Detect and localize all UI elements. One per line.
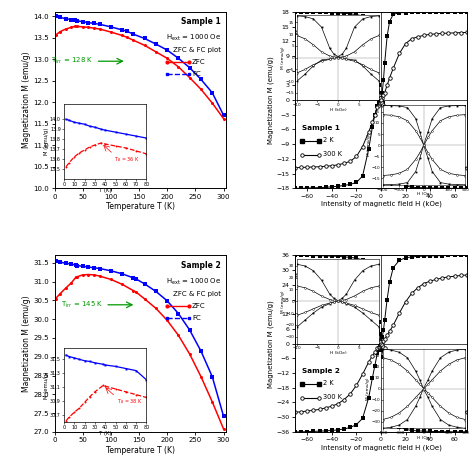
X-axis label: Intensity of magnetic field H (kOe): Intensity of magnetic field H (kOe)	[320, 445, 441, 451]
Y-axis label: Magnetization M (emu/g): Magnetization M (emu/g)	[22, 295, 31, 392]
Text: H$_{\mathrm{ext}}$ = 1000 Oe: H$_{\mathrm{ext}}$ = 1000 Oe	[166, 33, 221, 43]
Text: 300 K: 300 K	[322, 395, 342, 400]
Text: T$_{\mathrm{irr}}$ = 128 K: T$_{\mathrm{irr}}$ = 128 K	[51, 56, 94, 67]
Text: 2 K: 2 K	[322, 137, 333, 143]
Text: FC: FC	[192, 71, 201, 77]
X-axis label: Temperature T (K): Temperature T (K)	[106, 446, 175, 455]
X-axis label: Intensity of magnetic field H (kOe): Intensity of magnetic field H (kOe)	[320, 201, 441, 207]
Text: Sample 2: Sample 2	[302, 368, 340, 374]
Text: H$_{\mathrm{ext}}$ = 1000 Oe: H$_{\mathrm{ext}}$ = 1000 Oe	[166, 277, 221, 287]
Y-axis label: Magnetization M (emu/g): Magnetization M (emu/g)	[268, 300, 274, 388]
Y-axis label: Magnetization M (emu/g): Magnetization M (emu/g)	[22, 52, 31, 148]
X-axis label: Temperature T (K): Temperature T (K)	[106, 202, 175, 211]
Text: Sample 1: Sample 1	[182, 17, 221, 26]
Text: Sample 1: Sample 1	[302, 125, 340, 131]
Text: 300 K: 300 K	[322, 151, 342, 157]
Text: ZFC: ZFC	[192, 303, 206, 309]
Text: ZFC & FC plot: ZFC & FC plot	[173, 47, 221, 53]
Text: Sample 2: Sample 2	[182, 261, 221, 270]
Y-axis label: Magnetization M (emu/g): Magnetization M (emu/g)	[268, 56, 274, 144]
Text: ZFC & FC plot: ZFC & FC plot	[173, 291, 221, 297]
Text: ZFC: ZFC	[192, 59, 206, 65]
Text: FC: FC	[192, 315, 201, 321]
Text: T$_{\mathrm{irr}}$ = 145 K: T$_{\mathrm{irr}}$ = 145 K	[61, 300, 103, 310]
Text: 2 K: 2 K	[322, 380, 333, 387]
